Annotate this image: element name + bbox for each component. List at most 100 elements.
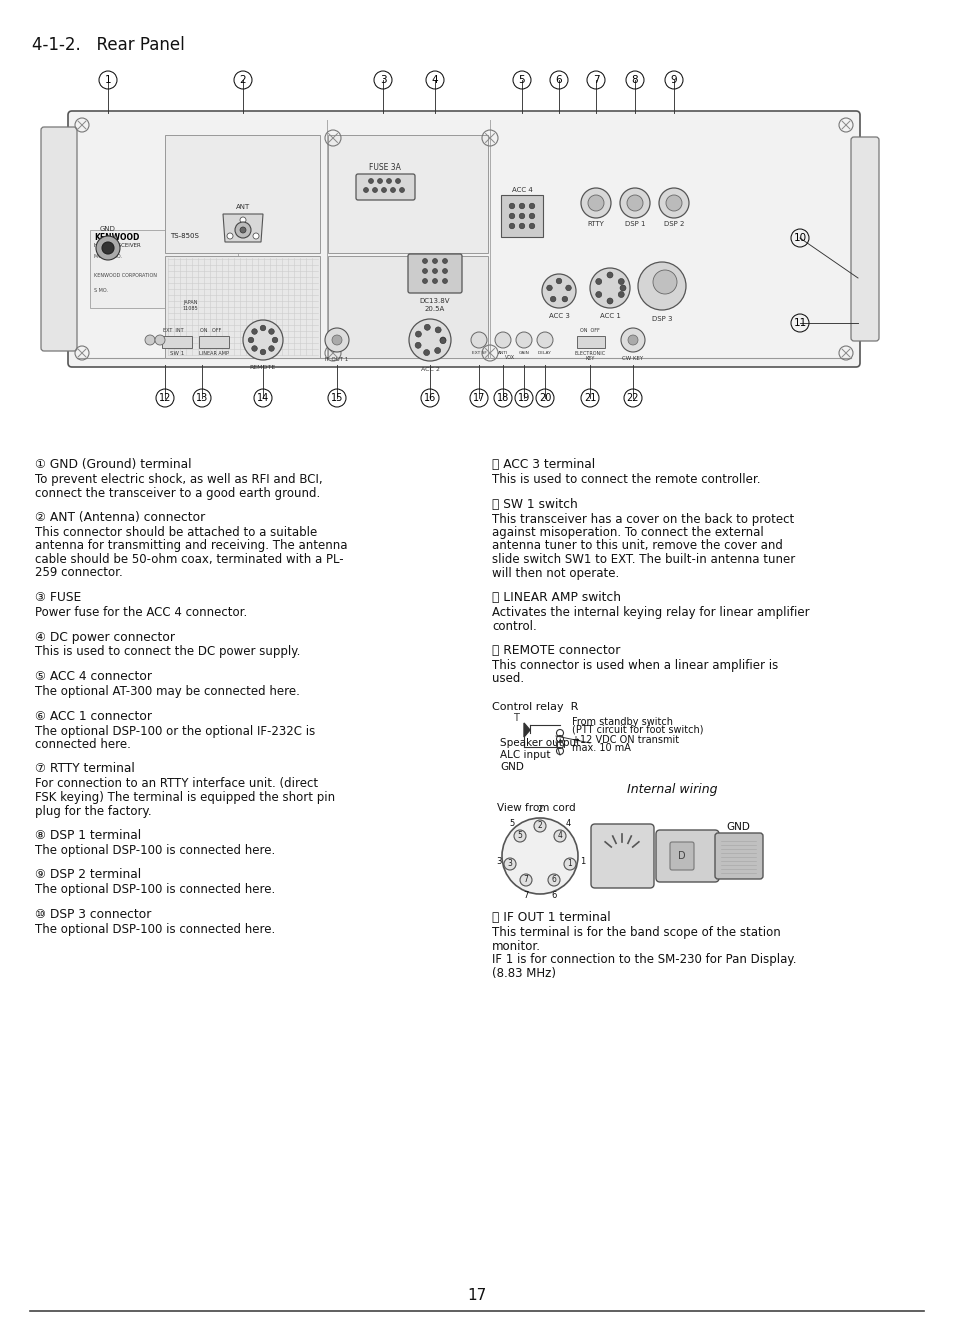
Text: 20.5A: 20.5A xyxy=(424,307,445,312)
Text: REMOTE: REMOTE xyxy=(250,365,275,371)
Circle shape xyxy=(516,332,532,348)
Text: ⑮ IF OUT 1 terminal: ⑮ IF OUT 1 terminal xyxy=(492,910,610,924)
Text: used.: used. xyxy=(492,673,523,685)
Text: The optional AT-300 may be connected here.: The optional AT-300 may be connected her… xyxy=(35,685,299,698)
Text: connect the transceiver to a good earth ground.: connect the transceiver to a good earth … xyxy=(35,487,320,500)
Text: connected here.: connected here. xyxy=(35,738,131,750)
Circle shape xyxy=(363,188,368,192)
FancyBboxPatch shape xyxy=(328,256,488,359)
Text: 4: 4 xyxy=(565,818,570,828)
Circle shape xyxy=(102,243,113,255)
Text: KENWOOD: KENWOOD xyxy=(94,233,139,243)
Text: 5: 5 xyxy=(517,832,522,841)
Circle shape xyxy=(565,285,571,291)
Circle shape xyxy=(252,345,257,352)
Text: ① GND (Ground) terminal: ① GND (Ground) terminal xyxy=(35,459,192,471)
Text: This is used to connect the remote controller.: This is used to connect the remote contr… xyxy=(492,473,760,487)
Text: EXT  INT: EXT INT xyxy=(163,328,183,333)
Circle shape xyxy=(595,279,601,284)
Circle shape xyxy=(589,268,629,308)
Text: (PTT circuit for foot switch): (PTT circuit for foot switch) xyxy=(572,725,702,734)
Circle shape xyxy=(227,233,233,239)
Circle shape xyxy=(269,345,274,352)
Polygon shape xyxy=(523,722,530,737)
Circle shape xyxy=(606,299,613,304)
Circle shape xyxy=(248,337,253,343)
Text: 7: 7 xyxy=(523,890,528,900)
Text: ON   OFF: ON OFF xyxy=(200,328,221,333)
Text: This is used to connect the DC power supply.: This is used to connect the DC power sup… xyxy=(35,645,300,659)
Text: ⑥ ACC 1 connector: ⑥ ACC 1 connector xyxy=(35,709,152,722)
Text: 10: 10 xyxy=(793,233,805,243)
Circle shape xyxy=(422,279,427,284)
FancyBboxPatch shape xyxy=(41,127,77,351)
Circle shape xyxy=(550,296,556,301)
FancyBboxPatch shape xyxy=(165,256,319,359)
Text: ACC 2: ACC 2 xyxy=(420,367,439,372)
Circle shape xyxy=(529,223,535,229)
Circle shape xyxy=(546,285,552,291)
Text: ANTI: ANTI xyxy=(497,351,508,355)
FancyBboxPatch shape xyxy=(669,842,693,870)
FancyBboxPatch shape xyxy=(577,336,604,348)
Text: ⑧ DSP 1 terminal: ⑧ DSP 1 terminal xyxy=(35,829,141,842)
Text: 2: 2 xyxy=(239,75,246,85)
Text: IF 1 is for connection to the SM-230 for Pan Display.: IF 1 is for connection to the SM-230 for… xyxy=(492,953,796,966)
Circle shape xyxy=(372,188,377,192)
Circle shape xyxy=(619,188,649,219)
Text: antenna tuner to this unit, remove the cover and: antenna tuner to this unit, remove the c… xyxy=(492,540,782,552)
FancyBboxPatch shape xyxy=(656,830,719,882)
Text: This terminal is for the band scope of the station: This terminal is for the band scope of t… xyxy=(492,926,780,938)
Text: For connection to an RTTY interface unit. (direct: For connection to an RTTY interface unit… xyxy=(35,777,317,790)
Text: ⑦ RTTY terminal: ⑦ RTTY terminal xyxy=(35,762,134,776)
FancyBboxPatch shape xyxy=(355,175,415,200)
Circle shape xyxy=(252,329,257,335)
Text: KENWOOD CORPORATION: KENWOOD CORPORATION xyxy=(94,273,157,279)
Text: 259 connector.: 259 connector. xyxy=(35,567,123,580)
Text: KEY: KEY xyxy=(585,356,594,361)
Circle shape xyxy=(595,292,601,297)
Circle shape xyxy=(537,332,553,348)
Circle shape xyxy=(547,874,559,886)
Text: 3: 3 xyxy=(507,860,512,869)
Text: S MO.: S MO. xyxy=(94,288,108,293)
Circle shape xyxy=(243,320,283,360)
Text: 11085: 11085 xyxy=(182,307,197,311)
Text: ELECTRONIC: ELECTRONIC xyxy=(574,351,605,356)
Circle shape xyxy=(509,223,515,229)
Text: will then not operate.: will then not operate. xyxy=(492,567,618,580)
Text: ⑫ SW 1 switch: ⑫ SW 1 switch xyxy=(492,497,578,511)
Text: +12 VDC ON transmit: +12 VDC ON transmit xyxy=(572,734,679,745)
Polygon shape xyxy=(223,215,263,243)
Text: 1: 1 xyxy=(105,75,112,85)
Text: ② ANT (Antenna) connector: ② ANT (Antenna) connector xyxy=(35,511,205,524)
Circle shape xyxy=(260,349,266,355)
Circle shape xyxy=(518,223,524,229)
Text: ④ DC power connector: ④ DC power connector xyxy=(35,631,174,644)
Text: HF TRANSCEIVER: HF TRANSCEIVER xyxy=(94,243,141,248)
Text: ⑩ DSP 3 connector: ⑩ DSP 3 connector xyxy=(35,908,152,921)
Circle shape xyxy=(424,324,430,331)
Circle shape xyxy=(618,292,623,297)
Text: IF OUT 1: IF OUT 1 xyxy=(325,357,348,363)
Text: 15: 15 xyxy=(331,393,343,403)
Circle shape xyxy=(652,271,677,295)
Circle shape xyxy=(240,227,246,233)
Circle shape xyxy=(253,233,258,239)
Text: Speaker output: Speaker output xyxy=(499,738,579,748)
Text: View from cord: View from cord xyxy=(497,802,575,813)
Circle shape xyxy=(587,195,603,211)
Text: ③ FUSE: ③ FUSE xyxy=(35,591,81,604)
Text: Internal wiring: Internal wiring xyxy=(626,782,717,796)
Text: EXT SF: EXT SF xyxy=(471,351,486,355)
Text: GAIN: GAIN xyxy=(518,351,529,355)
FancyBboxPatch shape xyxy=(850,137,878,341)
Circle shape xyxy=(145,335,154,345)
Text: FSK keying) The terminal is equipped the short pin: FSK keying) The terminal is equipped the… xyxy=(35,790,335,804)
Circle shape xyxy=(561,296,567,301)
Text: LINEAR AMP: LINEAR AMP xyxy=(199,351,229,356)
Text: To prevent electric shock, as well as RFI and BCI,: To prevent electric shock, as well as RF… xyxy=(35,473,322,487)
Text: (8.83 MHz): (8.83 MHz) xyxy=(492,966,556,980)
Text: 6: 6 xyxy=(555,75,561,85)
FancyBboxPatch shape xyxy=(714,833,762,878)
